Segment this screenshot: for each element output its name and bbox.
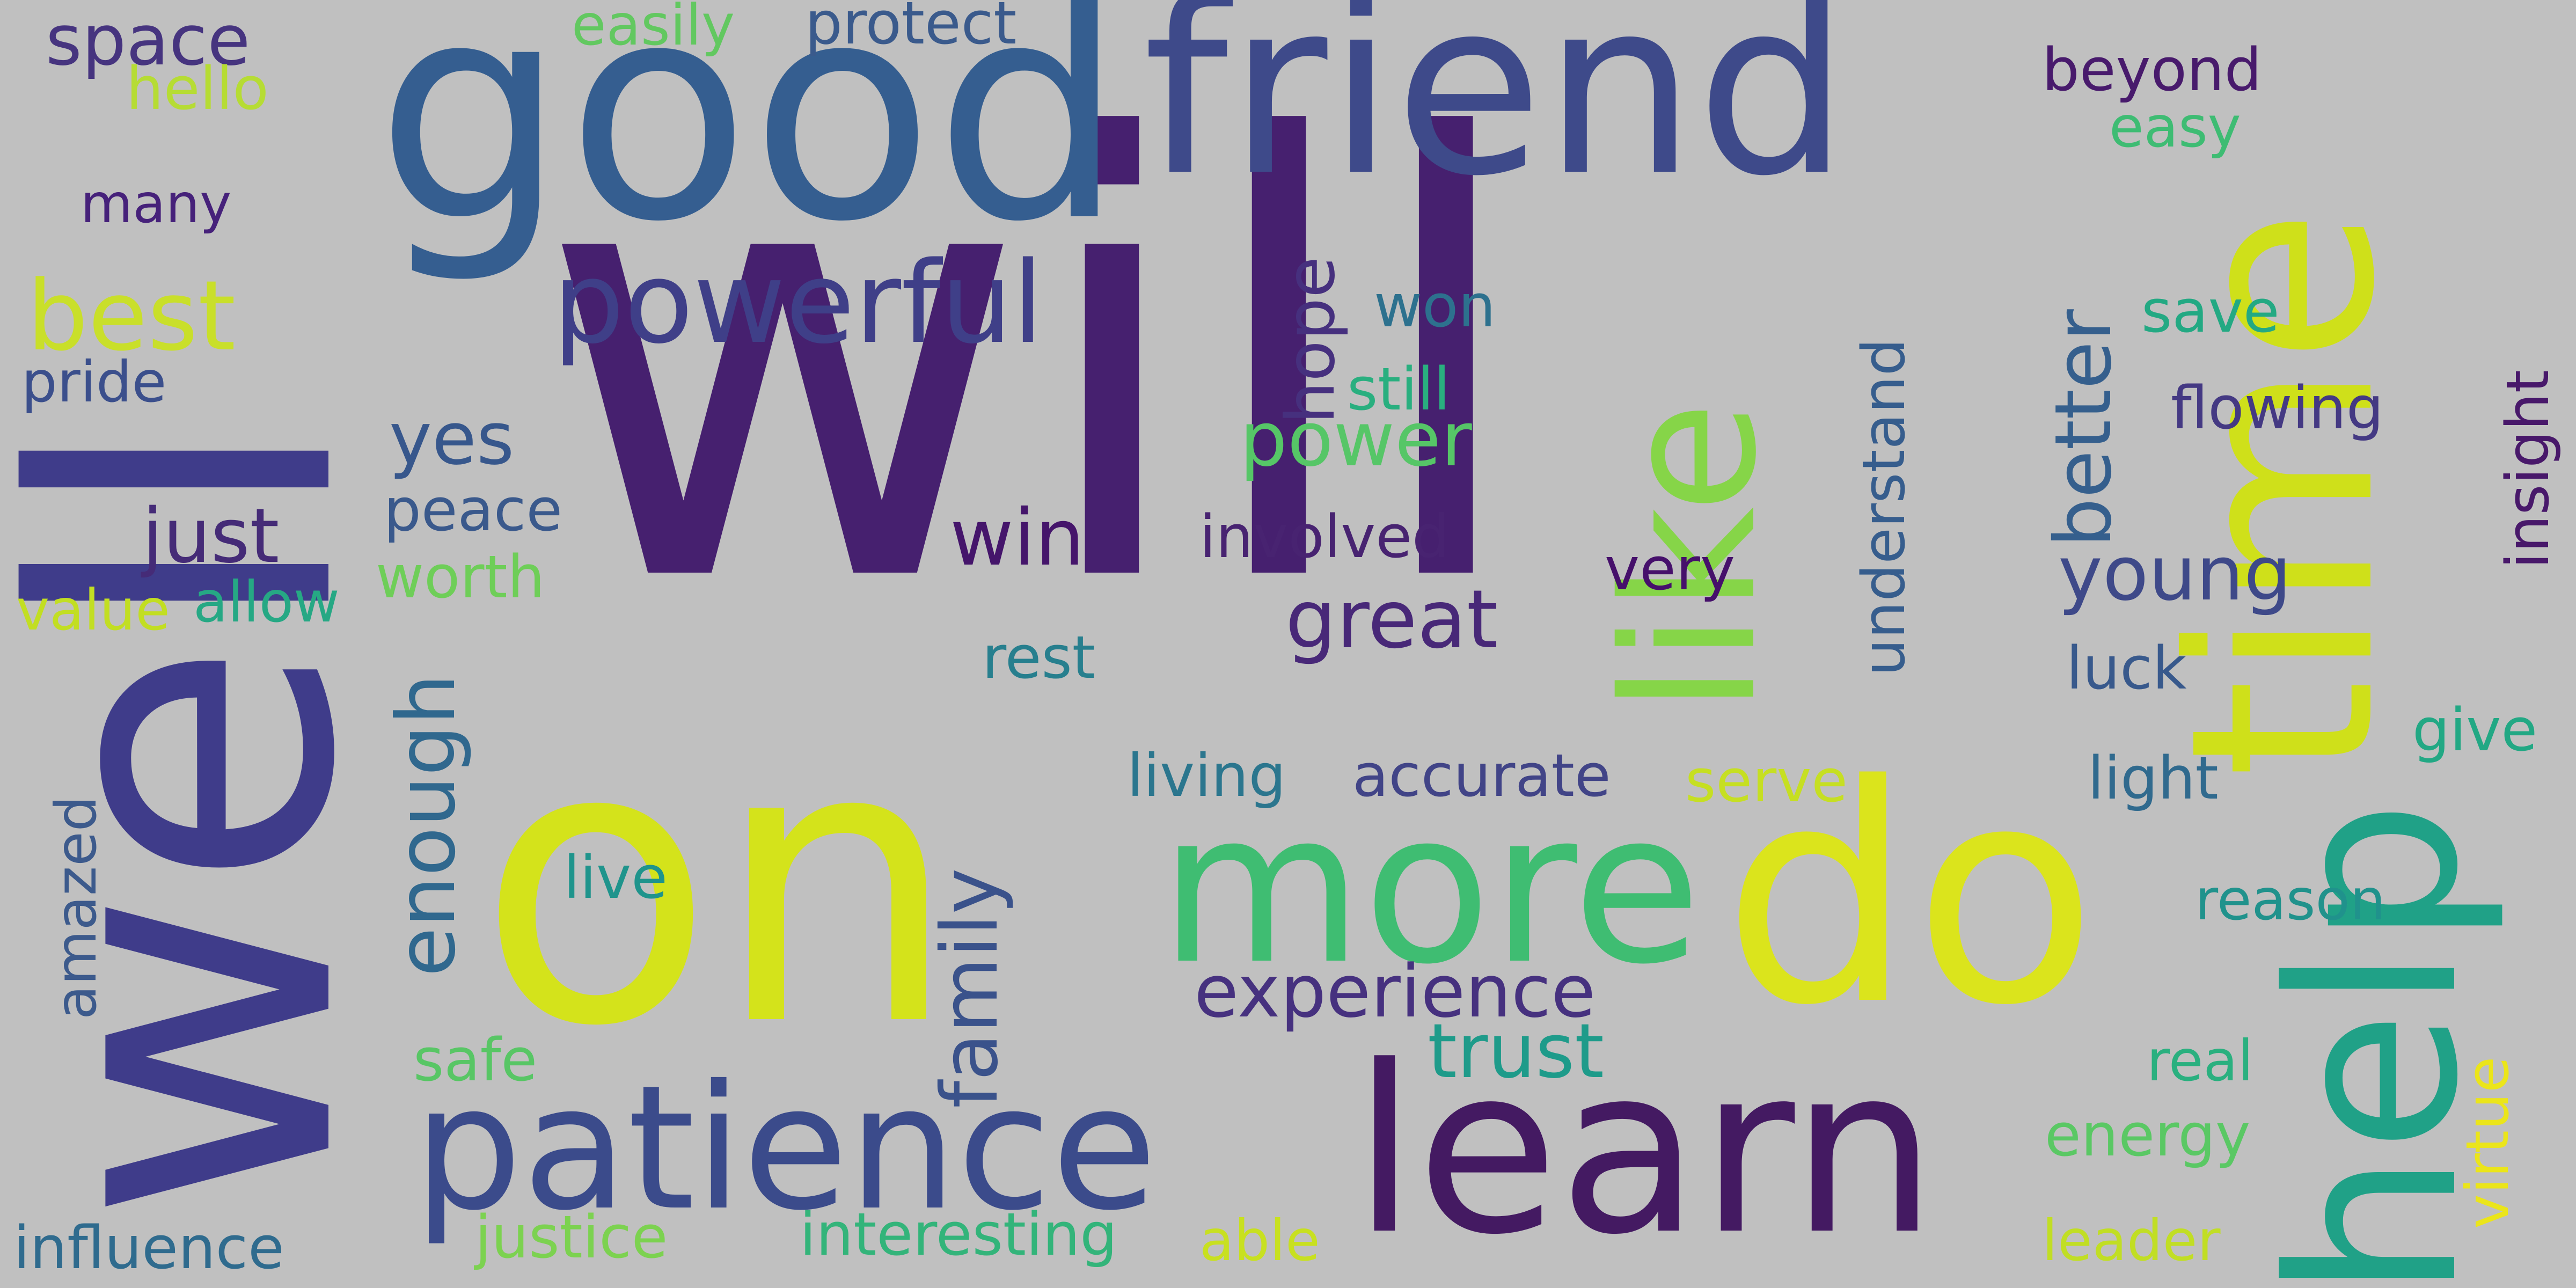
word-rest: rest bbox=[982, 623, 1095, 692]
word-good: good bbox=[376, 0, 1125, 288]
word-serve: serve bbox=[1685, 747, 1848, 815]
word-do: do bbox=[1723, 721, 2098, 1071]
word-hello: hello bbox=[126, 54, 269, 123]
word-luck: luck bbox=[2066, 634, 2187, 702]
word-young: young bbox=[2058, 530, 2292, 618]
word-peace: peace bbox=[384, 475, 563, 544]
word-worth: worth bbox=[376, 543, 545, 611]
word-better: better bbox=[2038, 309, 2129, 547]
word-hope: hope bbox=[1272, 257, 1350, 424]
word-more: more bbox=[1159, 766, 1702, 1010]
word-learn: learn bbox=[1352, 1017, 1937, 1285]
word-trust: trust bbox=[1428, 1008, 1605, 1095]
word-able: able bbox=[1199, 1208, 1320, 1274]
word-light: light bbox=[2088, 744, 2219, 813]
word-protect: protect bbox=[805, 0, 1017, 57]
word-value: value bbox=[16, 577, 170, 643]
word-power: power bbox=[1240, 396, 1472, 484]
word-friend: friend bbox=[1143, 0, 1850, 229]
word-safe: safe bbox=[413, 1026, 538, 1094]
word-family: family bbox=[925, 868, 1015, 1108]
word-easy: easy bbox=[2109, 94, 2241, 160]
word-interesting: interesting bbox=[800, 1200, 1118, 1269]
word-space: space bbox=[46, 0, 251, 81]
word-easily: easily bbox=[572, 0, 735, 58]
word-save: save bbox=[2141, 277, 2280, 346]
word-justice: justice bbox=[475, 1203, 668, 1271]
word-experience: experience bbox=[1194, 949, 1596, 1034]
word-yes: yes bbox=[389, 397, 515, 481]
word-insight: insight bbox=[2493, 370, 2562, 569]
word-powerful: powerful bbox=[553, 237, 1044, 369]
word-accurate: accurate bbox=[1352, 741, 1611, 810]
word-very: very bbox=[1605, 535, 1736, 603]
word-will: will bbox=[537, 15, 1529, 715]
word-patience: patience bbox=[413, 1049, 1158, 1248]
word-beyond: beyond bbox=[2042, 35, 2262, 104]
word-just: just bbox=[142, 493, 280, 580]
word-virtue: virtue bbox=[2453, 1056, 2522, 1229]
word-many: many bbox=[80, 172, 232, 235]
word-pride: pride bbox=[21, 349, 167, 415]
word-great: great bbox=[1285, 573, 1498, 667]
word-real: real bbox=[2147, 1028, 2253, 1094]
word-won: won bbox=[1374, 272, 1496, 340]
word-influence: influence bbox=[13, 1213, 284, 1282]
word-involved: involved bbox=[1199, 502, 1450, 571]
word-best: best bbox=[27, 260, 236, 372]
word-understand: understand bbox=[1849, 338, 1918, 676]
word-flowing: flowing bbox=[2171, 374, 2384, 442]
word-reason: reason bbox=[2195, 867, 2386, 933]
word-give: give bbox=[2412, 696, 2538, 764]
word-live: live bbox=[564, 843, 668, 912]
word-still: still bbox=[1347, 355, 1451, 423]
word-living: living bbox=[1127, 741, 1286, 810]
word-leader: leader bbox=[2042, 1208, 2221, 1274]
word-allow: allow bbox=[193, 569, 340, 635]
word-on: on bbox=[478, 661, 959, 1110]
word-win: win bbox=[950, 493, 1085, 583]
word-enough: enough bbox=[380, 674, 473, 977]
word-amazed: amazed bbox=[43, 795, 109, 1020]
word-energy: energy bbox=[2045, 1101, 2251, 1169]
